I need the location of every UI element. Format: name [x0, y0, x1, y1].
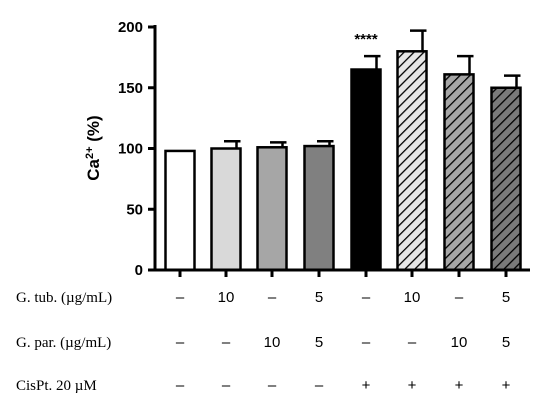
treatment-cell: – [455, 289, 464, 306]
bar [396, 50, 428, 272]
treatment-cell: 5 [502, 289, 510, 306]
treatment-cell: 5 [315, 289, 323, 306]
annotations: **** [354, 31, 378, 48]
treatment-cell: – [176, 289, 185, 306]
bars [164, 50, 522, 272]
treatment-cell: – [362, 289, 371, 306]
treatment-cell: + [455, 377, 464, 394]
treatment-row-label: G. par. (µg/mL) [16, 335, 111, 351]
treatment-cell: 10 [451, 334, 468, 351]
treatment-cell: – [268, 289, 277, 306]
treatment-cell: – [222, 377, 231, 394]
bar [490, 86, 522, 272]
significance-label: **** [354, 31, 378, 48]
bar [303, 144, 335, 272]
treatment-cell: – [222, 334, 231, 351]
y-tick-label: 150 [118, 80, 143, 97]
bar [350, 68, 382, 272]
treatment-cell: – [268, 377, 277, 394]
y-tick-label: 100 [118, 141, 143, 158]
y-axis-ticks: 0 50 100 150 200 [118, 19, 155, 279]
treatment-cell: + [362, 377, 371, 394]
bar [210, 147, 242, 272]
bar [443, 73, 475, 272]
axes [153, 25, 530, 277]
error-bars [224, 29, 521, 149]
treatment-row-label: CisPt. 20 µM [16, 378, 97, 394]
treatment-cell: – [362, 334, 371, 351]
treatment-cell: + [502, 377, 511, 394]
treatment-cell: + [408, 377, 417, 394]
y-tick-label: 200 [118, 19, 143, 36]
bar [256, 146, 288, 272]
y-tick-label: 50 [126, 201, 143, 218]
treatment-cell: – [176, 377, 185, 394]
y-tick-label: 0 [135, 262, 143, 279]
treatment-cell: 10 [404, 289, 421, 306]
treatment-cell: – [315, 377, 324, 394]
treatment-table: G. tub. (µg/mL) – 10 – 5 – 10 – 5 G. par. (µg/mL)… [16, 289, 511, 394]
treatment-cell: 10 [264, 334, 281, 351]
treatment-cell: – [408, 334, 417, 351]
treatment-row-label: G. tub. (µg/mL) [16, 290, 112, 306]
treatment-cell: 10 [218, 289, 235, 306]
treatment-cell: 5 [502, 334, 510, 351]
bar [164, 149, 196, 272]
y-axis-label: Ca2+ (%) [84, 115, 103, 180]
treatment-cell: 5 [315, 334, 323, 351]
treatment-cell: – [176, 334, 185, 351]
